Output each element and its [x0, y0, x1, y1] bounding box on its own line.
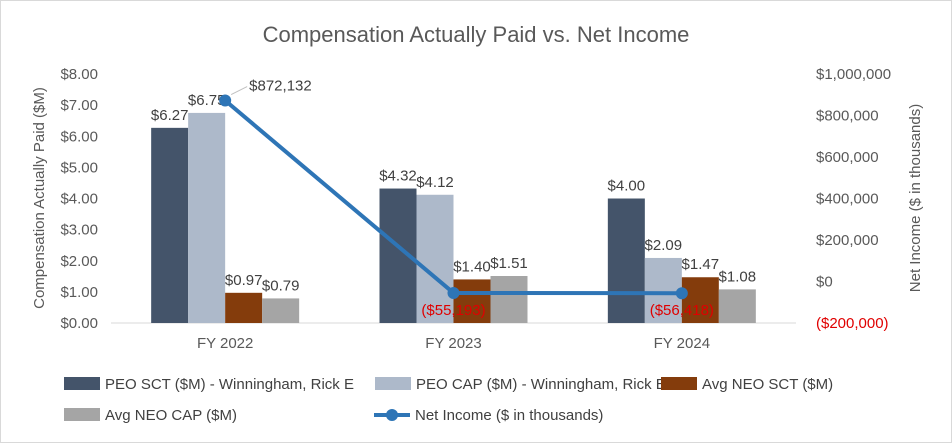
y2-tick-label: ($200,000) [816, 315, 889, 332]
x-tick-label: FY 2024 [654, 335, 710, 352]
y-tick-label: $3.00 [60, 222, 98, 239]
legend-label: PEO CAP ($M) - Winningham, Rick E [416, 376, 666, 393]
y-tick-label: $7.00 [60, 97, 98, 114]
bar-data-label: $4.00 [608, 178, 646, 195]
y2-tick-label: $800,000 [816, 108, 879, 125]
bar-data-label: $2.09 [645, 237, 683, 254]
bar-data-label: $4.32 [379, 168, 417, 185]
legend-label: Net Income ($ in thousands) [415, 407, 603, 424]
line-data-label: ($55,193) [421, 302, 485, 319]
x-tick-label: FY 2023 [425, 335, 481, 352]
y-tick-label: $5.00 [60, 159, 98, 176]
y2-axis-title: Net Income ($ in thousands) [907, 104, 924, 292]
line-label-leader [230, 86, 248, 95]
legend-label: Avg NEO CAP ($M) [105, 407, 237, 424]
bar-data-label: $0.97 [225, 272, 263, 289]
y2-tick-label: $0 [816, 274, 833, 291]
legend-label: PEO SCT ($M) - Winningham, Rick E [105, 376, 354, 393]
y2-tick-label: $200,000 [816, 232, 879, 249]
bar-data-label: $1.40 [453, 258, 491, 275]
legend-marker [386, 409, 398, 421]
net-income-point [219, 94, 232, 107]
legend-swatch [375, 377, 411, 390]
chart-title: Compensation Actually Paid vs. Net Incom… [263, 22, 690, 47]
x-tick-label: FY 2022 [197, 335, 253, 352]
legend-swatch [661, 377, 697, 390]
net-income-point [447, 286, 460, 299]
bar-data-label: $1.47 [682, 256, 720, 273]
line-data-label: $872,132 [249, 78, 312, 95]
bar [607, 198, 645, 323]
y2-tick-label: $600,000 [816, 149, 879, 166]
bar [225, 292, 263, 323]
bar [151, 127, 189, 323]
y2-tick-label: $1,000,000 [816, 66, 891, 83]
bar-data-label: $0.79 [262, 277, 300, 294]
y-tick-label: $6.00 [60, 128, 98, 145]
bar-data-label: $6.27 [151, 107, 189, 124]
bar [644, 257, 682, 323]
legend-swatch [64, 377, 100, 390]
y2-tick-label: $400,000 [816, 191, 879, 208]
bar [681, 277, 719, 323]
legend-swatch [64, 408, 100, 421]
bar-data-label: $4.12 [416, 174, 454, 191]
bar-data-label: $1.51 [490, 255, 528, 272]
bar-data-label: $1.08 [719, 268, 757, 285]
bar [490, 276, 528, 323]
y-axis-title: Compensation Actually Paid ($M) [31, 87, 48, 309]
y-tick-label: $8.00 [60, 66, 98, 83]
y-tick-label: $1.00 [60, 284, 98, 301]
y-tick-label: $4.00 [60, 191, 98, 208]
y-tick-label: $0.00 [60, 315, 98, 332]
bar [262, 298, 300, 323]
line-data-label: ($56,418) [650, 302, 714, 319]
bar [416, 194, 454, 323]
bar [718, 289, 756, 323]
net-income-point [675, 287, 688, 300]
bar-data-label: $6.75 [188, 92, 226, 109]
legend-label: Avg NEO SCT ($M) [702, 376, 833, 393]
bar [453, 279, 491, 323]
y-tick-label: $2.00 [60, 253, 98, 270]
bar [188, 112, 226, 323]
